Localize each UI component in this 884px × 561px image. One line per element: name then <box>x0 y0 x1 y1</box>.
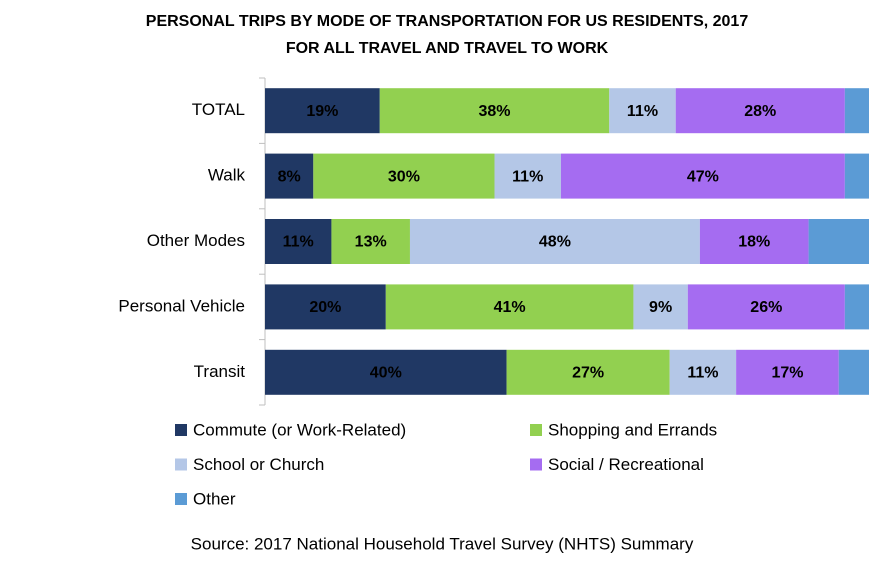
legend-swatch <box>530 424 542 436</box>
value-label: 30% <box>388 168 420 185</box>
bar-segment <box>844 284 869 330</box>
bar-segment <box>265 88 380 134</box>
category-label: Walk <box>208 166 246 185</box>
legend-swatch <box>175 493 187 505</box>
bar-segment <box>844 88 869 134</box>
bar-segment <box>609 88 676 134</box>
bar-segment <box>808 219 869 264</box>
value-label: 47% <box>687 168 719 185</box>
legend-label: School or Church <box>193 455 324 474</box>
value-label: 18% <box>738 234 770 251</box>
bar-segment <box>265 349 507 395</box>
value-label: 17% <box>771 365 803 382</box>
value-label: 9% <box>649 299 672 316</box>
bar-segment <box>669 349 737 395</box>
value-label: 20% <box>309 299 341 316</box>
source: Source: 2017 National Household Travel S… <box>191 534 694 553</box>
value-label: 28% <box>744 103 776 120</box>
bar-segment <box>699 219 809 264</box>
chart-subtitle: FOR ALL TRAVEL AND TRAVEL TO WORK <box>286 40 609 57</box>
value-label: 48% <box>539 234 571 251</box>
value-label: 11% <box>687 365 718 382</box>
category-label: Other Modes <box>147 231 245 250</box>
value-label: 41% <box>494 299 526 316</box>
legend-swatch <box>175 424 187 436</box>
bar-segment <box>633 284 688 330</box>
bar-segment <box>313 153 495 199</box>
bar-segment <box>265 219 332 264</box>
value-label: 40% <box>370 365 402 382</box>
category-label: Transit <box>194 362 246 381</box>
category-label: TOTAL <box>192 100 245 119</box>
legend-label: Social / Recreational <box>548 455 704 474</box>
bar-segment <box>494 153 561 199</box>
value-label: 11% <box>512 168 543 185</box>
bar-segment <box>736 349 839 395</box>
legend-label: Shopping and Errands <box>548 420 717 439</box>
bar-segment <box>331 219 410 264</box>
value-label: 19% <box>306 103 338 120</box>
bar-segment <box>265 284 386 330</box>
bar-segment <box>409 219 700 264</box>
bar-segment <box>560 153 845 199</box>
bar-segment <box>506 349 670 395</box>
value-label: 11% <box>283 234 314 251</box>
legend-swatch <box>175 458 187 471</box>
category-label: Personal Vehicle <box>118 296 245 315</box>
legend-label: Other <box>193 489 236 508</box>
bar-segment <box>265 153 314 199</box>
bar-segment <box>379 88 610 134</box>
chart-title: PERSONAL TRIPS BY MODE OF TRANSPORTATION… <box>146 13 749 30</box>
legend-swatch <box>530 458 542 471</box>
value-label: 27% <box>572 365 604 382</box>
value-label: 38% <box>479 103 511 120</box>
value-label: 8% <box>278 168 301 185</box>
value-label: 13% <box>355 234 387 251</box>
bar-segment <box>385 284 634 330</box>
bar-segment <box>687 284 845 330</box>
value-label: 26% <box>750 299 782 316</box>
bar-segment <box>844 153 869 199</box>
value-label: 11% <box>627 103 658 120</box>
bar-segment <box>838 349 869 395</box>
bar-segment <box>675 88 845 134</box>
legend-label: Commute (or Work-Related) <box>193 420 406 439</box>
